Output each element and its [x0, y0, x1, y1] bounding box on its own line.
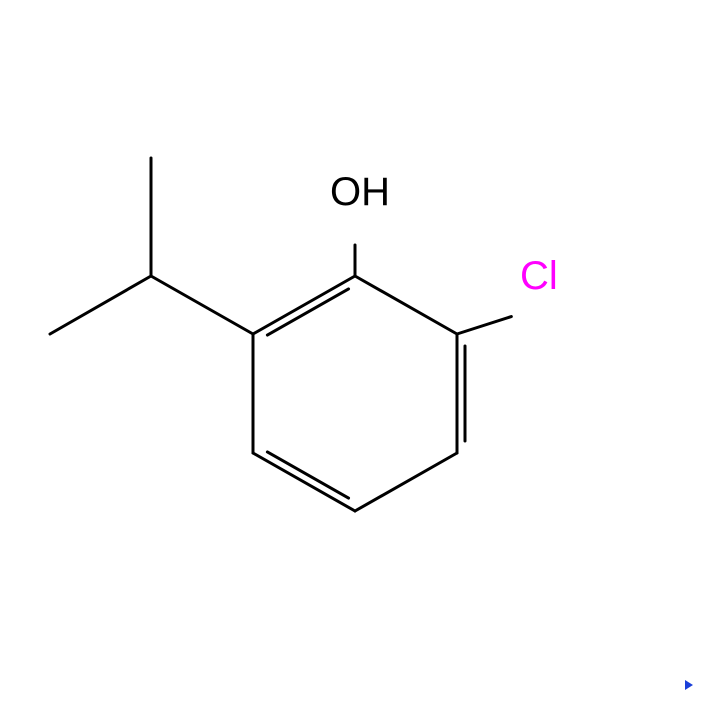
- hydroxyl-label: OH: [330, 170, 390, 215]
- chlorine-label: Cl: [520, 254, 558, 299]
- molecule-canvas: [0, 0, 714, 703]
- corner-marker-icon: [685, 680, 693, 690]
